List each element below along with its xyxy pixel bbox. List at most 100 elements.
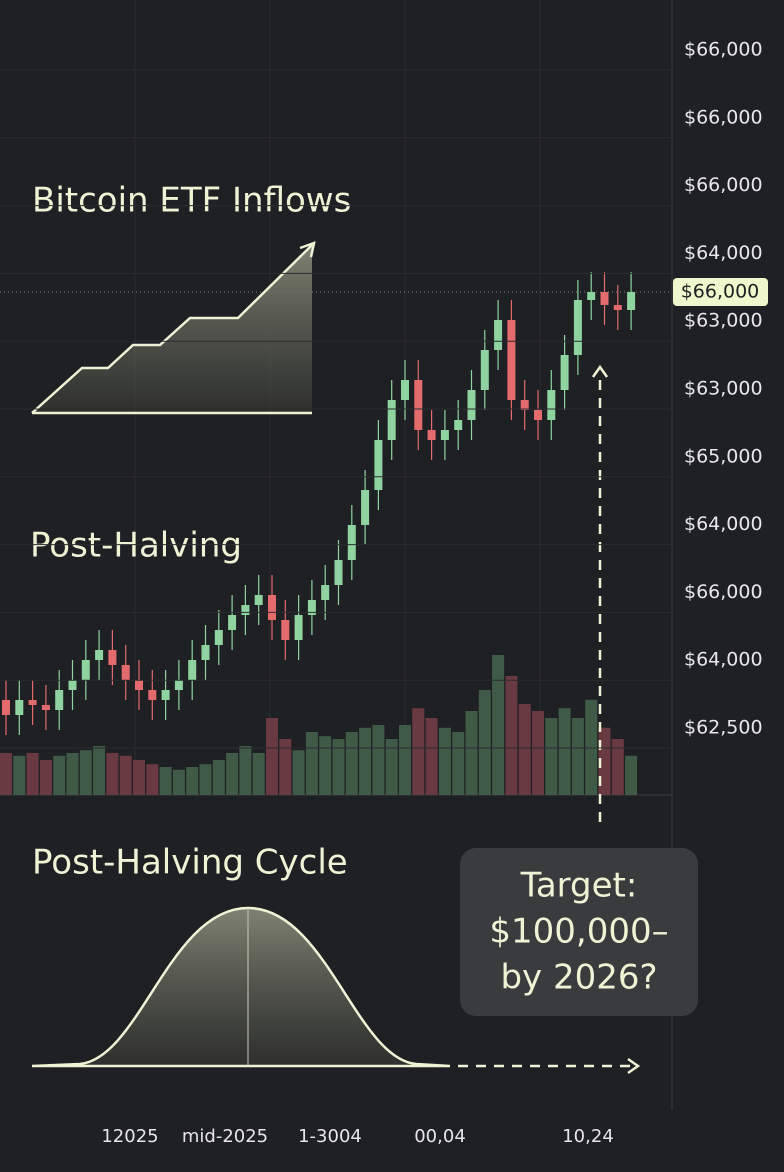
volume-bar — [478, 690, 491, 795]
volume-bar — [146, 764, 159, 795]
annotation: Bitcoin ETF Inflows — [32, 181, 351, 221]
x-tick-label: 10,24 — [562, 1126, 614, 1147]
volume-bar — [106, 753, 119, 795]
candle-body — [600, 292, 609, 305]
arrowhead — [299, 241, 316, 258]
candle-body — [281, 620, 290, 640]
volume-bar — [399, 725, 411, 795]
volume-bar — [438, 727, 451, 795]
candle-body — [95, 650, 104, 660]
y-tick-label: $62,500 — [684, 717, 763, 739]
volume-bar — [518, 704, 531, 795]
volume-bar — [186, 767, 199, 795]
candle-body — [228, 615, 237, 630]
y-tick-label: $64,000 — [684, 649, 763, 671]
volume-bar — [598, 727, 611, 795]
candle-body — [321, 585, 330, 600]
volume-bar — [226, 753, 239, 795]
volume-bar — [133, 760, 145, 795]
candle-body — [148, 690, 157, 700]
volume-bar — [159, 767, 172, 795]
candle-body — [28, 700, 37, 705]
arrowhead — [627, 1057, 641, 1075]
candle-body — [414, 380, 423, 430]
target-text: by 2026? — [500, 958, 657, 998]
target-text: $100,000– — [489, 912, 668, 952]
volume-bar — [93, 746, 106, 795]
annotation: Post-Halving — [30, 526, 242, 566]
volume — [0, 655, 638, 795]
candle-body — [135, 680, 143, 690]
candle-body — [480, 350, 489, 390]
candle-body — [560, 355, 569, 390]
volume-bar — [359, 727, 372, 795]
volume-bar — [465, 711, 478, 795]
candle-body — [161, 690, 170, 700]
volume-bar — [625, 755, 638, 795]
y-tick-label: $66,000 — [684, 581, 763, 603]
volume-bar — [199, 764, 212, 795]
candle-body — [174, 680, 183, 690]
volume-bar — [279, 739, 292, 795]
candle-body — [268, 595, 276, 620]
volume-bar — [119, 755, 132, 795]
volume-bar — [79, 750, 92, 795]
volume-bar — [26, 753, 39, 795]
y-tick-label: $65,000 — [684, 445, 763, 467]
volume-bar — [452, 732, 465, 795]
arrowhead — [591, 364, 609, 378]
candle-body — [547, 390, 556, 420]
y-tick-label: $63,000 — [684, 378, 763, 400]
candles: $66,000 — [0, 272, 768, 735]
y-axis: $66,000 $66,000 $66,000 $64,000 $63,000 $63,0… — [0, 39, 763, 749]
volume-bar — [505, 676, 518, 795]
volume-bar — [0, 753, 12, 795]
volume-bar — [239, 746, 252, 795]
x-axis: 12025 mid-2025 1-3004 00,04 10,24 — [101, 1126, 613, 1147]
target-box — [460, 848, 698, 1016]
volume-bar — [532, 711, 544, 795]
volume-bar — [372, 725, 385, 795]
x-tick-label: mid-2025 — [182, 1126, 268, 1147]
y-tick-label: $66,000 — [684, 106, 763, 128]
volume-bar — [571, 718, 584, 795]
volume-bar — [212, 760, 225, 795]
candle-body — [2, 700, 10, 715]
candle-body — [307, 600, 316, 615]
candle-body — [108, 650, 117, 665]
inflow-line — [31, 244, 313, 415]
candle-body — [294, 615, 303, 640]
y-tick-label: $63,000 — [684, 310, 763, 332]
volume-bar — [305, 732, 318, 795]
volume-bar — [172, 769, 185, 795]
candle-body — [347, 525, 356, 560]
cycle-curve — [31, 906, 451, 1068]
volume-bar — [53, 755, 66, 795]
y-tick-label: $66,000 — [684, 39, 763, 61]
volume-bar — [412, 708, 425, 795]
volume-bar — [425, 718, 438, 795]
volume-bar — [545, 718, 558, 795]
candle-body — [454, 420, 463, 430]
candle-body — [68, 680, 77, 690]
volume-bar — [585, 699, 598, 795]
candle-body — [201, 645, 210, 660]
volume-bar — [611, 739, 624, 795]
target-text: Target: — [520, 866, 638, 906]
x-tick-label: 00,04 — [414, 1126, 466, 1147]
inflow-area — [32, 245, 312, 413]
candle-body — [534, 410, 542, 420]
volume-bar — [492, 655, 505, 795]
candle-body — [214, 630, 223, 645]
price-label: $66,000 — [681, 281, 760, 303]
candle-body — [241, 605, 250, 615]
y-tick-label: $66,000 — [684, 174, 763, 196]
candle-body — [401, 380, 409, 400]
volume-bar — [332, 739, 345, 795]
candle-body — [41, 705, 50, 710]
candle-body — [494, 320, 503, 350]
volume-bar — [39, 760, 52, 795]
candle-body — [507, 320, 516, 400]
volume-bar — [345, 732, 358, 795]
candle-body — [613, 305, 622, 310]
